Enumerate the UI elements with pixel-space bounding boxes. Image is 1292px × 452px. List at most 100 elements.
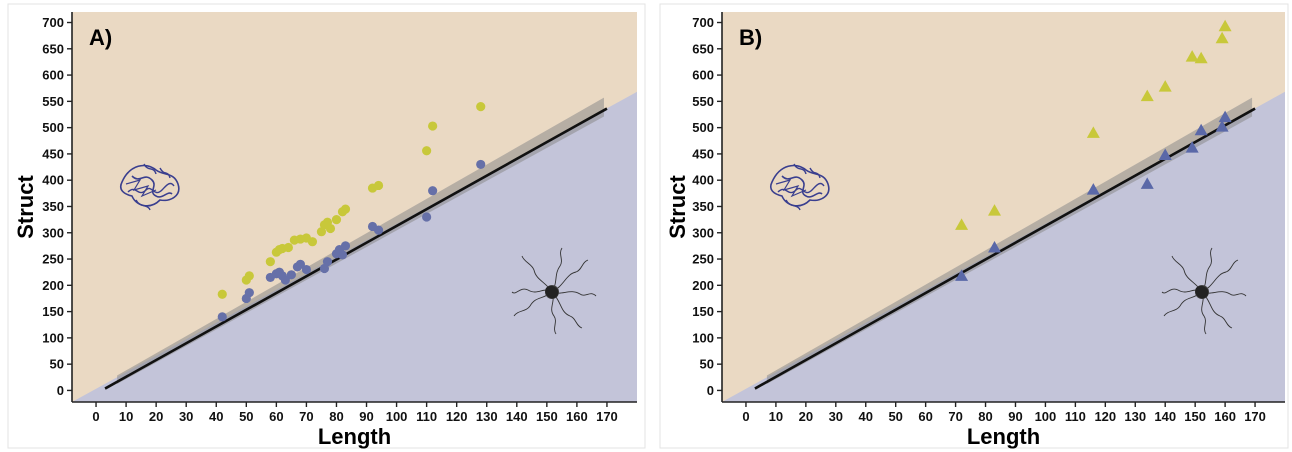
data-point-series-2 <box>295 259 306 269</box>
data-point-series-1 <box>988 204 1002 216</box>
x-tick-label: 150 <box>536 409 558 424</box>
data-point-series-1 <box>1086 126 1100 138</box>
data-point-series-1 <box>1194 51 1208 64</box>
y-tick-label: 50 <box>50 357 64 372</box>
data-point-series-1 <box>428 121 438 131</box>
x-tick-label: 160 <box>566 409 588 424</box>
data-point-series-2 <box>244 288 254 298</box>
confidence-band <box>117 97 604 384</box>
x-tick-label: 100 <box>1035 409 1057 424</box>
confidence-band <box>766 97 1253 384</box>
data-point-series-2 <box>1140 177 1154 189</box>
x-tick-label: 90 <box>359 409 373 424</box>
x-tick-label: 30 <box>829 409 843 424</box>
y-tick-label: 100 <box>692 330 714 345</box>
panel-b: 0501001502002503003504004505005506006507… <box>659 3 1289 449</box>
data-point-series-1 <box>283 242 293 253</box>
y-tick-label: 150 <box>692 304 714 319</box>
data-point-series-2 <box>1158 148 1172 160</box>
panel-label: A) <box>89 25 112 50</box>
data-point-series-1 <box>1158 80 1172 92</box>
data-point-series-1 <box>217 289 227 299</box>
data-point-series-1 <box>422 146 432 156</box>
data-point-series-2 <box>1086 183 1100 195</box>
data-point-series-2 <box>476 159 486 170</box>
x-tick-label: 30 <box>179 409 193 424</box>
data-point-series-1 <box>307 237 318 247</box>
x-tick-label: 70 <box>948 409 962 424</box>
x-tick-label: 40 <box>209 409 223 424</box>
x-tick-label: 50 <box>239 409 253 424</box>
panel-label: B) <box>739 25 762 50</box>
x-tick-label: 140 <box>1154 409 1176 424</box>
x-tick-label: 110 <box>1065 409 1086 424</box>
y-tick-label: 250 <box>692 252 714 267</box>
x-tick-label: 0 <box>92 409 99 424</box>
x-tick-label: 10 <box>119 409 133 424</box>
y-tick-label: 400 <box>692 173 714 188</box>
y-tick-label: 350 <box>42 199 64 214</box>
x-tick-label: 160 <box>1214 409 1236 424</box>
x-tick-label: 50 <box>888 409 902 424</box>
x-tick-label: 140 <box>506 409 528 424</box>
data-point-series-1 <box>1140 89 1154 102</box>
y-tick-label: 100 <box>42 330 64 345</box>
data-point-series-1 <box>265 257 275 267</box>
y-tick-label: 200 <box>692 278 714 293</box>
data-point-series-2 <box>422 212 432 222</box>
data-point-series-1 <box>955 218 969 230</box>
data-point-series-1 <box>373 180 384 191</box>
data-point-series-1 <box>476 102 486 112</box>
y-tick-label: 250 <box>42 252 64 267</box>
data-point-series-2 <box>286 270 296 280</box>
y-tick-label: 650 <box>42 41 64 56</box>
data-point-series-2 <box>428 186 438 196</box>
panel-border <box>7 3 646 449</box>
x-tick-label: 150 <box>1184 409 1206 424</box>
data-point-series-1 <box>1218 19 1232 32</box>
boundary-line <box>104 107 608 390</box>
x-tick-label: 40 <box>859 409 873 424</box>
y-tick-label: 300 <box>42 225 64 240</box>
y-tick-label: 550 <box>692 94 714 109</box>
y-tick-label: 350 <box>692 199 714 214</box>
data-point-series-2 <box>322 257 333 267</box>
y-tick-label: 600 <box>42 68 64 83</box>
data-point-series-2 <box>955 269 969 281</box>
x-tick-label: 10 <box>769 409 783 424</box>
x-tick-label: 20 <box>799 409 813 424</box>
y-tick-label: 450 <box>42 146 64 161</box>
x-tick-label: 0 <box>742 409 749 424</box>
data-point-series-2 <box>340 241 351 251</box>
y-tick-label: 200 <box>42 278 64 293</box>
y-axis-title: Struct <box>13 175 38 239</box>
x-tick-label: 60 <box>269 409 283 424</box>
x-tick-label: 70 <box>299 409 313 424</box>
panel-border <box>659 3 1289 449</box>
data-point-series-1 <box>331 215 342 225</box>
x-tick-label: 120 <box>446 409 468 424</box>
data-point-series-2 <box>373 225 384 235</box>
data-point-series-2 <box>988 240 1002 253</box>
y-tick-label: 50 <box>700 357 714 372</box>
x-tick-label: 80 <box>329 409 343 424</box>
x-tick-label: 60 <box>918 409 932 424</box>
x-tick-label: 170 <box>1244 409 1266 424</box>
x-tick-label: 90 <box>1008 409 1022 424</box>
y-tick-label: 700 <box>42 15 64 30</box>
data-point-series-2 <box>217 312 227 322</box>
y-tick-label: 400 <box>42 173 64 188</box>
panel-a: 0501001502002503003504004505005506006507… <box>7 3 646 449</box>
y-tick-label: 450 <box>692 146 714 161</box>
data-point-series-2 <box>1185 141 1199 153</box>
x-tick-label: 100 <box>386 409 408 424</box>
data-point-series-1 <box>325 223 336 234</box>
y-tick-label: 550 <box>42 94 64 109</box>
x-tick-label: 130 <box>476 409 498 424</box>
x-tick-label: 110 <box>416 409 437 424</box>
data-point-series-1 <box>1185 50 1199 62</box>
data-point-series-1 <box>340 204 351 214</box>
data-point-series-2 <box>1194 123 1208 136</box>
y-axis-title: Struct <box>665 175 690 239</box>
